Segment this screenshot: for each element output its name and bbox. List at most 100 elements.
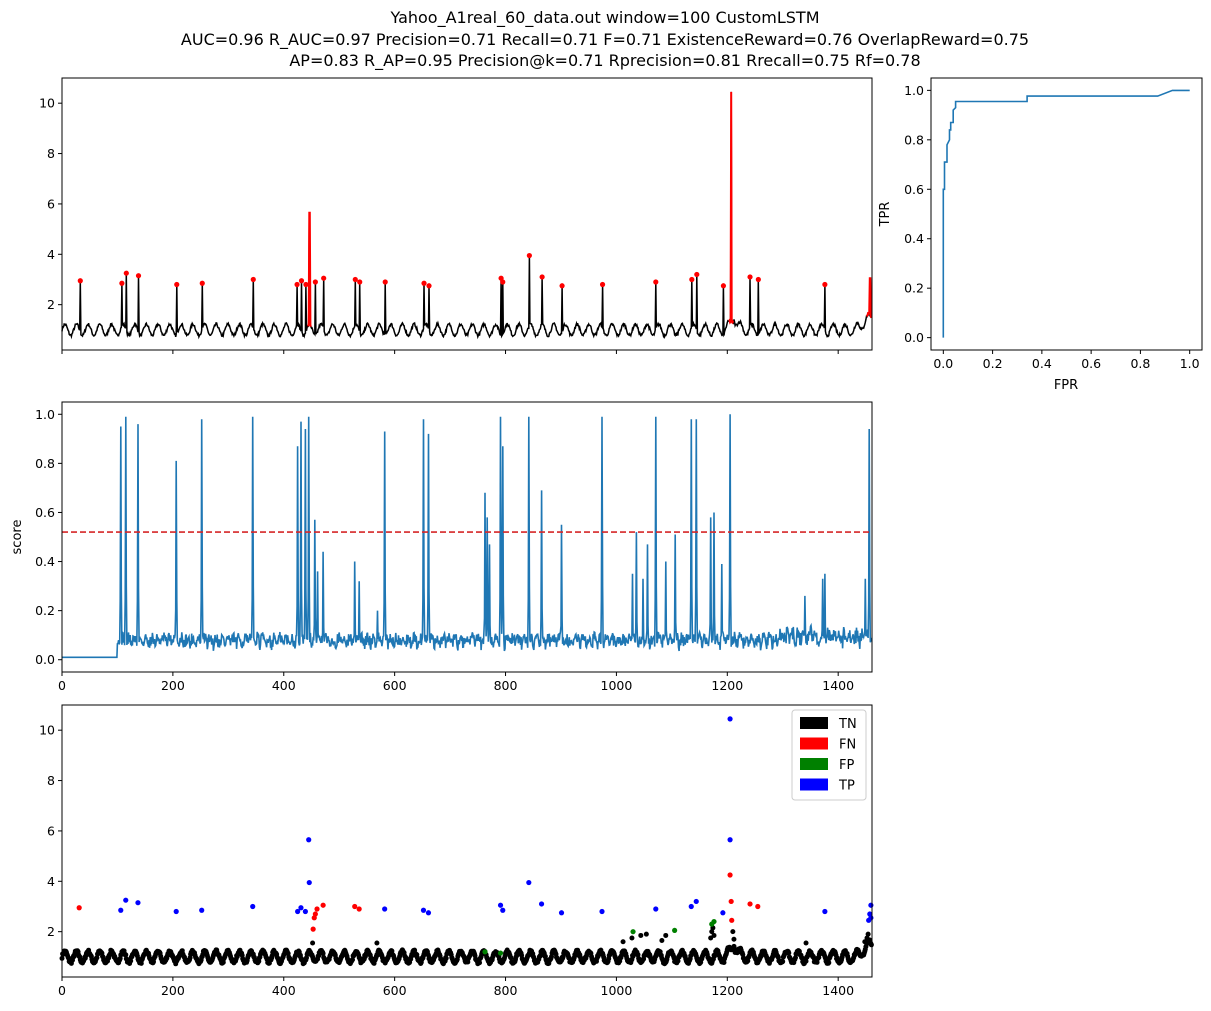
fp-point — [711, 918, 717, 925]
tn-point — [443, 955, 449, 961]
tn-point — [663, 932, 669, 938]
tn-point — [803, 958, 809, 964]
anomaly-point — [382, 279, 388, 285]
title-line-3: AP=0.83 R_AP=0.95 Precision@k=0.71 Rprec… — [289, 51, 920, 71]
score-xtick-label: 600 — [383, 678, 407, 693]
roc-xtick-label: 0.2 — [983, 356, 1003, 371]
tn-point — [711, 932, 717, 938]
tn-point — [659, 937, 665, 943]
classification-ytick-label: 4 — [47, 874, 55, 889]
anomaly-segment — [866, 277, 873, 319]
tp-point — [199, 907, 205, 913]
tn-point — [865, 931, 871, 937]
anomaly-point — [426, 283, 432, 289]
tp-point — [135, 900, 141, 906]
title-line-1: Yahoo_A1real_60_data.out window=100 Cust… — [390, 8, 820, 28]
roc-ylabel: TPR — [878, 202, 893, 228]
tp-point — [558, 910, 565, 916]
fn-point — [729, 917, 735, 923]
tp-point — [868, 902, 874, 908]
legend-label-tp: TP — [838, 779, 855, 794]
tn-point — [786, 950, 792, 956]
score-panel: 0 200 400 600 800 1000 1200 1400 0.0 0.2 0.4 0.6 0.8… — [10, 401, 873, 693]
tn-point — [123, 952, 129, 958]
roc-ytick-label: 1.0 — [904, 83, 924, 98]
tp-point — [382, 906, 388, 912]
anomaly-point — [694, 271, 700, 278]
score-xtick-label: 0 — [58, 678, 66, 693]
classification-frame — [61, 704, 873, 978]
anomaly-point — [822, 281, 828, 288]
tn-point — [638, 932, 644, 938]
tp-point — [720, 910, 726, 916]
roc-xtick-label: 0.8 — [1130, 356, 1150, 371]
tp-point — [822, 908, 828, 915]
fn-point — [312, 911, 318, 917]
tn-point — [128, 958, 134, 964]
anomaly-point — [747, 274, 753, 280]
tn-point — [320, 951, 326, 956]
roc-xtick-label: 0.6 — [1081, 356, 1101, 371]
anomaly-point — [500, 279, 506, 285]
score-ytick-label: 0.4 — [35, 554, 55, 569]
tp-point — [497, 902, 504, 908]
anomaly-point — [199, 280, 205, 286]
classification-xtick-label: 600 — [383, 983, 407, 998]
timeseries-ytick-label: 10 — [39, 96, 55, 111]
anomaly-point — [559, 283, 565, 289]
tp-point — [123, 897, 129, 903]
score-xtick-label: 200 — [161, 678, 185, 693]
roc-xlabel: FPR — [1054, 378, 1078, 393]
figure-title: Yahoo_A1real_60_data.out window=100 Cust… — [181, 8, 1029, 71]
tn-point — [864, 935, 870, 941]
timeseries-ytick-label: 8 — [47, 146, 55, 161]
timeseries-ytick-label: 2 — [47, 297, 55, 312]
tp-point — [868, 915, 874, 921]
legend-label-fp: FP — [839, 758, 854, 773]
anomaly-segment — [307, 211, 312, 328]
score-xtick-label: 800 — [494, 678, 518, 693]
classification-legend: TN FN FP TP — [791, 709, 867, 801]
tn-point — [374, 940, 380, 946]
tp-point — [295, 908, 301, 915]
fn-point — [352, 903, 358, 910]
tn-point — [350, 957, 355, 963]
classification-xtick-label: 400 — [272, 983, 296, 998]
tn-point — [731, 936, 737, 942]
tn-point — [310, 940, 316, 946]
tn-point — [508, 955, 514, 961]
tp-point — [727, 716, 733, 722]
classification-xtick-label: 1400 — [822, 983, 854, 998]
anomaly-point — [599, 281, 606, 288]
tp-point — [688, 903, 694, 910]
score-line — [62, 414, 873, 659]
classification-plot — [59, 716, 874, 967]
anomaly-point — [298, 278, 305, 284]
score-ytick-label: 0.6 — [35, 505, 55, 520]
fn-point — [747, 901, 753, 907]
classification-xtick-label: 800 — [494, 983, 518, 998]
classification-xtick-label: 0 — [58, 983, 66, 998]
roc-curve — [942, 89, 1190, 338]
tp-point — [538, 901, 545, 907]
score-xtick-label: 1200 — [711, 678, 743, 693]
anomaly-point — [421, 280, 427, 286]
score-ylabel: score — [10, 520, 25, 555]
score-ticks: 0 200 400 600 800 1000 1200 1400 0.0 0.2 0.4 0.6 0.8… — [35, 407, 854, 693]
classification-ytick-label: 2 — [47, 924, 55, 939]
anomaly-point — [312, 279, 318, 285]
timeseries-ytick-label: 6 — [47, 196, 55, 211]
anomaly-point — [135, 273, 142, 279]
legend-swatch-tn — [800, 717, 828, 729]
score-plot — [62, 414, 873, 659]
timeseries-ticks: 2 4 6 8 10 — [39, 96, 839, 354]
tp-point — [693, 898, 699, 905]
legend-swatch-fp — [800, 758, 828, 770]
roc-ytick-label: 0.4 — [904, 231, 924, 246]
tn-point — [862, 939, 868, 945]
classification-ytick-label: 6 — [47, 823, 55, 838]
fn-point — [356, 906, 362, 912]
fp-point — [672, 927, 678, 934]
tp-point — [298, 905, 304, 911]
